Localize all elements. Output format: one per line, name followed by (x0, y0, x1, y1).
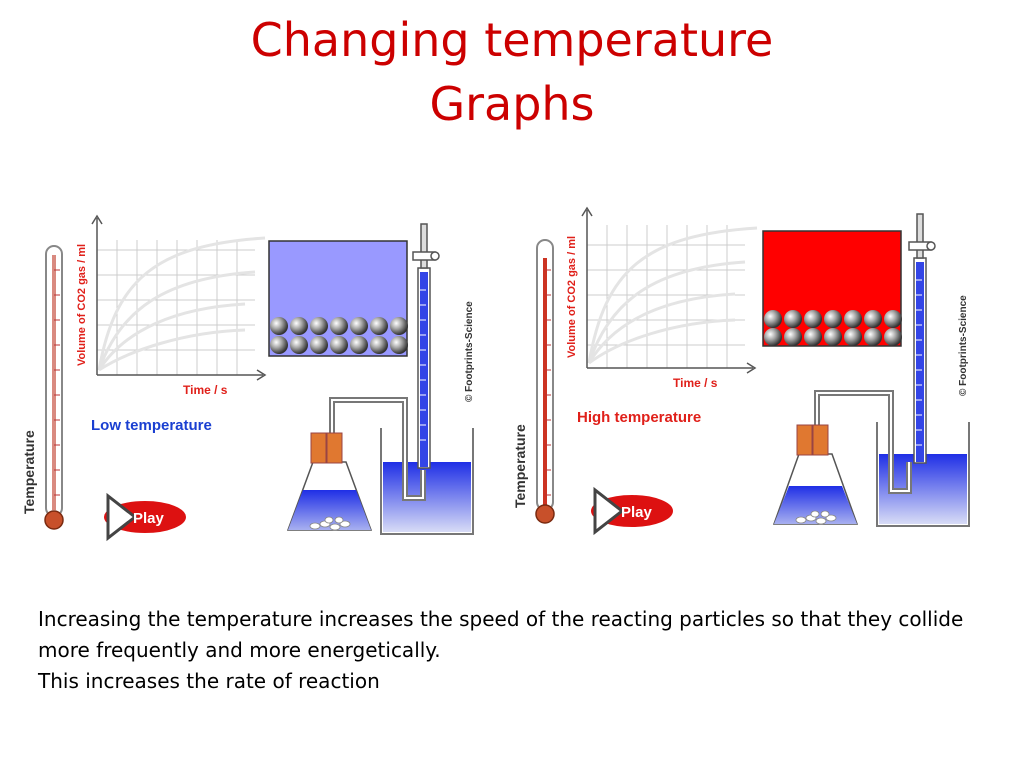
condition-label: Low temperature (91, 417, 212, 434)
thermometer (44, 245, 64, 530)
particle-box (268, 240, 408, 357)
volume-time-graph (581, 206, 758, 374)
slide-title-line-2: Graphs (429, 77, 595, 131)
volume-time-graph (91, 214, 267, 381)
particle-box (762, 230, 902, 347)
copyright-label: © Footprints-Science (464, 301, 475, 402)
play-button[interactable]: Play (102, 492, 188, 542)
graph-x-axis-label: Time / s (183, 383, 228, 397)
thermometer-label: Temperature (512, 424, 528, 508)
graph-x-axis-label: Time / s (673, 376, 718, 390)
thermometer-label: Temperature (21, 430, 37, 514)
condition-label: High temperature (577, 409, 701, 426)
graph-y-axis-label: Volume of CO2 gas / ml (76, 244, 88, 366)
play-label: Play (621, 504, 653, 521)
description-line-2: This increases the rate of reaction (38, 669, 380, 693)
graph-y-axis-label: Volume of CO2 gas / ml (566, 236, 578, 358)
conical-flask (286, 432, 373, 531)
gas-burette (412, 223, 440, 469)
low-temperature-panel: Temperature Volume of CO2 (15, 200, 485, 560)
slide-title-line-1: Changing temperature (250, 13, 774, 67)
play-label: Play (133, 510, 165, 527)
conical-flask (772, 424, 859, 525)
gas-burette (908, 213, 936, 464)
description: Increasing the temperature increases the… (38, 604, 998, 697)
play-button[interactable]: Play (589, 486, 675, 536)
copyright-label: © Footprints-Science (958, 295, 969, 396)
description-line-1: Increasing the temperature increases the… (38, 607, 964, 662)
high-temperature-panel: Temperature Volume of CO2 (507, 200, 977, 560)
water-trough (380, 428, 474, 535)
thermometer (535, 239, 555, 524)
